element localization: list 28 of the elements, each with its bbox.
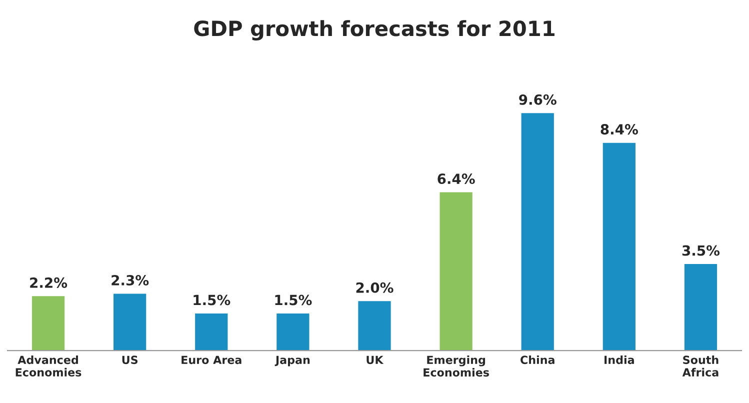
- data-label: 2.2%: [30, 277, 68, 288]
- bar: [602, 142, 636, 351]
- x-tick-label: China: [520, 355, 554, 364]
- bar: [32, 296, 65, 351]
- chart-title: GDP growth forecasts for 2011: [194, 20, 554, 40]
- data-label: 2.0%: [356, 282, 394, 293]
- x-tick-label: Emerging Economies: [424, 355, 489, 377]
- bar: [114, 294, 146, 351]
- bar: [521, 113, 554, 351]
- bar: [440, 192, 472, 351]
- data-label: 2.3%: [112, 274, 149, 286]
- data-label: 8.4%: [600, 124, 638, 135]
- x-tick-label: Euro Area: [182, 356, 242, 364]
- x-tick-label: UK: [366, 356, 384, 364]
- x-tick-label: South Africa: [682, 355, 718, 377]
- data-label: 1.5%: [275, 294, 312, 306]
- bar: [276, 314, 310, 351]
- data-label: 3.5%: [682, 245, 720, 256]
- x-tick-label: India: [604, 355, 634, 364]
- data-label: 6.4%: [438, 174, 475, 184]
- x-tick-label: Advanced Economies: [16, 355, 82, 377]
- x-tick-label: Japan: [274, 356, 310, 366]
- bar: [358, 301, 391, 351]
- data-label: 1.5%: [194, 294, 230, 306]
- bar: [684, 264, 718, 351]
- data-label: 9.6%: [519, 94, 556, 105]
- bar: [195, 314, 228, 351]
- x-tick-label: US: [122, 356, 138, 364]
